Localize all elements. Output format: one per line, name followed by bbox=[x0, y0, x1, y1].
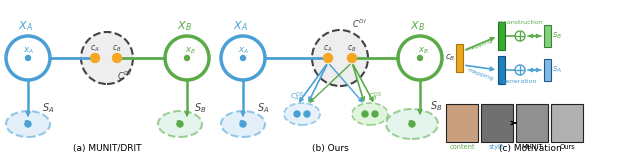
Circle shape bbox=[323, 54, 333, 63]
Circle shape bbox=[177, 121, 183, 127]
FancyBboxPatch shape bbox=[456, 44, 463, 72]
Text: $x_B$: $x_B$ bbox=[185, 46, 196, 56]
Text: $X_B$: $X_B$ bbox=[177, 19, 192, 33]
Text: $s_B$: $s_B$ bbox=[175, 119, 185, 129]
Text: $s_B$: $s_B$ bbox=[552, 31, 562, 41]
Circle shape bbox=[25, 121, 31, 127]
Text: $x_A$: $x_A$ bbox=[238, 46, 249, 56]
Circle shape bbox=[372, 111, 378, 117]
Text: $c_B$: $c_B$ bbox=[348, 44, 356, 54]
Text: $C^{DI}$: $C^{DI}$ bbox=[352, 18, 367, 30]
Text: $c_B$: $c_B$ bbox=[445, 53, 455, 63]
Text: $x_B$: $x_B$ bbox=[418, 46, 429, 56]
Text: (b) Ours: (b) Ours bbox=[312, 144, 348, 154]
Circle shape bbox=[348, 54, 356, 63]
Text: $X_B$: $X_B$ bbox=[410, 19, 425, 33]
Text: $s_B$: $s_B$ bbox=[407, 119, 417, 129]
Circle shape bbox=[113, 54, 122, 63]
Text: style: style bbox=[489, 144, 505, 150]
Ellipse shape bbox=[6, 111, 50, 137]
Text: $C^{DI}$: $C^{DI}$ bbox=[117, 70, 132, 82]
Circle shape bbox=[362, 111, 368, 117]
Text: (a) MUNIT/DRIT: (a) MUNIT/DRIT bbox=[73, 144, 141, 154]
Text: Ours: Ours bbox=[559, 144, 575, 150]
Circle shape bbox=[304, 111, 310, 117]
FancyBboxPatch shape bbox=[544, 25, 551, 47]
Ellipse shape bbox=[158, 111, 202, 137]
Text: $X_A$: $X_A$ bbox=[18, 19, 33, 33]
Circle shape bbox=[409, 121, 415, 127]
Text: $x_A$: $x_A$ bbox=[23, 46, 34, 56]
Text: $X_A$: $X_A$ bbox=[233, 19, 248, 33]
Text: mapping: mapping bbox=[466, 67, 494, 81]
Ellipse shape bbox=[284, 103, 320, 125]
Circle shape bbox=[241, 56, 246, 61]
Text: $S_B$: $S_B$ bbox=[430, 99, 442, 113]
Ellipse shape bbox=[221, 111, 265, 137]
Text: content: content bbox=[449, 144, 475, 150]
Text: MUNIT: MUNIT bbox=[522, 144, 543, 150]
FancyBboxPatch shape bbox=[481, 104, 513, 142]
Ellipse shape bbox=[352, 103, 388, 125]
Text: mapping: mapping bbox=[466, 38, 494, 52]
FancyBboxPatch shape bbox=[551, 104, 583, 142]
FancyBboxPatch shape bbox=[544, 59, 551, 81]
Text: (c) Motivation: (c) Motivation bbox=[499, 144, 561, 154]
Circle shape bbox=[90, 54, 99, 63]
Text: $c_B$: $c_B$ bbox=[112, 44, 122, 54]
Text: $s_A$: $s_A$ bbox=[552, 65, 562, 75]
Text: $s_A$: $s_A$ bbox=[23, 119, 33, 129]
Text: $C_A^{DS}$: $C_A^{DS}$ bbox=[290, 90, 304, 104]
Circle shape bbox=[417, 56, 422, 61]
Ellipse shape bbox=[386, 109, 438, 139]
Circle shape bbox=[294, 111, 300, 117]
Text: $c_A$: $c_A$ bbox=[90, 44, 100, 54]
FancyBboxPatch shape bbox=[516, 104, 548, 142]
Circle shape bbox=[26, 56, 31, 61]
Text: $S_B$: $S_B$ bbox=[194, 101, 207, 115]
Text: generation: generation bbox=[503, 80, 537, 85]
FancyBboxPatch shape bbox=[446, 104, 478, 142]
Text: $s_A$: $s_A$ bbox=[238, 119, 248, 129]
Circle shape bbox=[240, 121, 246, 127]
Circle shape bbox=[312, 30, 368, 86]
Circle shape bbox=[184, 56, 189, 61]
Circle shape bbox=[81, 32, 133, 84]
FancyBboxPatch shape bbox=[498, 22, 505, 50]
FancyBboxPatch shape bbox=[498, 56, 505, 84]
Text: $S_A$: $S_A$ bbox=[257, 101, 269, 115]
Text: $S_A$: $S_A$ bbox=[42, 101, 54, 115]
Text: reconstruction: reconstruction bbox=[497, 20, 543, 24]
Text: $c_A$: $c_A$ bbox=[323, 44, 333, 54]
Text: $C_B^{DS}$: $C_B^{DS}$ bbox=[368, 90, 382, 104]
